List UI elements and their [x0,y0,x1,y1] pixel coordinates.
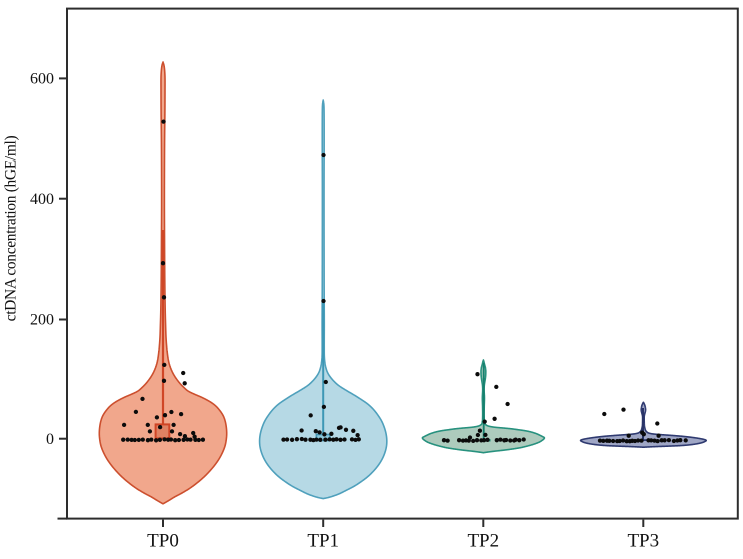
svg-text:0: 0 [46,431,54,448]
svg-text:200: 200 [30,312,54,329]
svg-text:400: 400 [30,191,54,208]
svg-text:TP0: TP0 [147,531,179,552]
svg-text:600: 600 [30,71,54,88]
svg-text:TP3: TP3 [627,531,659,552]
svg-text:ctDNA concentration (hGE/ml): ctDNA concentration (hGE/ml) [3,136,20,322]
svg-text:TP2: TP2 [467,531,499,552]
svg-text:TP1: TP1 [307,531,339,552]
